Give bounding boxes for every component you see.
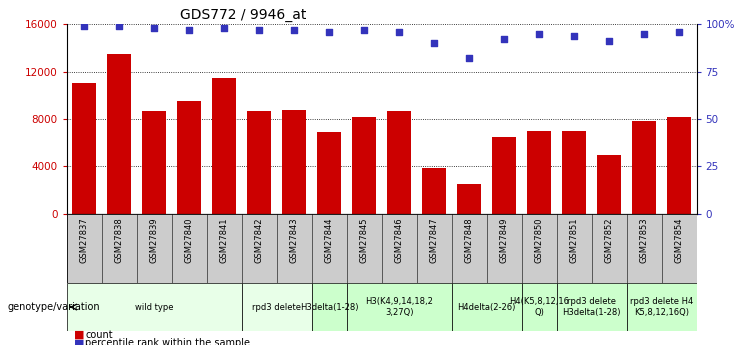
Bar — [627, 283, 697, 331]
Text: percentile rank within the sample: percentile rank within the sample — [85, 338, 250, 345]
Text: GSM27844: GSM27844 — [325, 217, 333, 263]
Bar — [107, 54, 131, 214]
Text: H3delta(1-28): H3delta(1-28) — [300, 303, 359, 312]
Bar — [347, 283, 451, 331]
Text: H4delta(2-26): H4delta(2-26) — [457, 303, 516, 312]
Bar — [352, 117, 376, 214]
Bar — [282, 110, 306, 214]
Text: ■: ■ — [74, 338, 84, 345]
Bar — [67, 283, 242, 331]
Point — [358, 27, 370, 32]
Bar — [597, 155, 621, 214]
Text: GSM27851: GSM27851 — [570, 217, 579, 263]
Text: count: count — [85, 330, 113, 339]
Point — [603, 38, 615, 44]
Bar — [632, 121, 657, 214]
Bar — [242, 283, 312, 331]
Point — [218, 25, 230, 31]
Text: rpd3 delete H4
K5,8,12,16Q): rpd3 delete H4 K5,8,12,16Q) — [630, 297, 693, 317]
Text: GSM27840: GSM27840 — [185, 217, 193, 263]
Text: GSM27838: GSM27838 — [115, 217, 124, 263]
Point — [183, 27, 195, 32]
Bar — [422, 168, 446, 214]
Text: ■: ■ — [74, 330, 84, 339]
Point — [673, 29, 685, 34]
Text: GSM27852: GSM27852 — [605, 217, 614, 263]
Bar — [522, 283, 556, 331]
Bar — [562, 131, 586, 214]
Bar — [142, 111, 167, 214]
Text: H4(K5,8,12,16
Q): H4(K5,8,12,16 Q) — [509, 297, 569, 317]
Point — [568, 33, 580, 38]
Bar — [67, 214, 697, 283]
Point — [79, 23, 90, 29]
Bar — [556, 283, 627, 331]
Text: GDS772 / 9946_at: GDS772 / 9946_at — [180, 8, 307, 22]
Text: GSM27853: GSM27853 — [639, 217, 648, 263]
Point — [323, 29, 335, 34]
Text: wild type: wild type — [135, 303, 173, 312]
Bar — [317, 132, 342, 214]
Text: GSM27850: GSM27850 — [534, 217, 544, 263]
Text: GSM27845: GSM27845 — [359, 217, 368, 263]
Text: GSM27839: GSM27839 — [150, 217, 159, 263]
Point — [428, 40, 440, 46]
Text: rpd3 delete: rpd3 delete — [252, 303, 301, 312]
Point — [393, 29, 405, 34]
Point — [498, 37, 510, 42]
Point — [463, 56, 475, 61]
Text: GSM27843: GSM27843 — [290, 217, 299, 263]
Text: H3(K4,9,14,18,2
3,27Q): H3(K4,9,14,18,2 3,27Q) — [365, 297, 433, 317]
Point — [253, 27, 265, 32]
Point — [113, 23, 125, 29]
Point — [638, 31, 650, 36]
Bar — [72, 83, 96, 214]
Bar — [667, 117, 691, 214]
Text: GSM27846: GSM27846 — [395, 217, 404, 263]
Bar — [312, 283, 347, 331]
Bar — [212, 78, 236, 214]
Point — [148, 25, 160, 31]
Point — [533, 31, 545, 36]
Bar — [527, 131, 551, 214]
Point — [288, 27, 300, 32]
Text: rpd3 delete
H3delta(1-28): rpd3 delete H3delta(1-28) — [562, 297, 621, 317]
Bar — [387, 111, 411, 214]
Text: GSM27842: GSM27842 — [255, 217, 264, 263]
Text: GSM27837: GSM27837 — [80, 217, 89, 263]
Bar — [457, 184, 482, 214]
Text: GSM27841: GSM27841 — [219, 217, 229, 263]
Bar — [177, 101, 202, 214]
Bar — [247, 111, 271, 214]
Bar — [492, 137, 516, 214]
Text: GSM27849: GSM27849 — [499, 217, 508, 263]
Text: GSM27847: GSM27847 — [430, 217, 439, 263]
Bar — [451, 283, 522, 331]
Text: GSM27848: GSM27848 — [465, 217, 473, 263]
Text: GSM27854: GSM27854 — [674, 217, 683, 263]
Text: genotype/variation: genotype/variation — [7, 302, 100, 312]
